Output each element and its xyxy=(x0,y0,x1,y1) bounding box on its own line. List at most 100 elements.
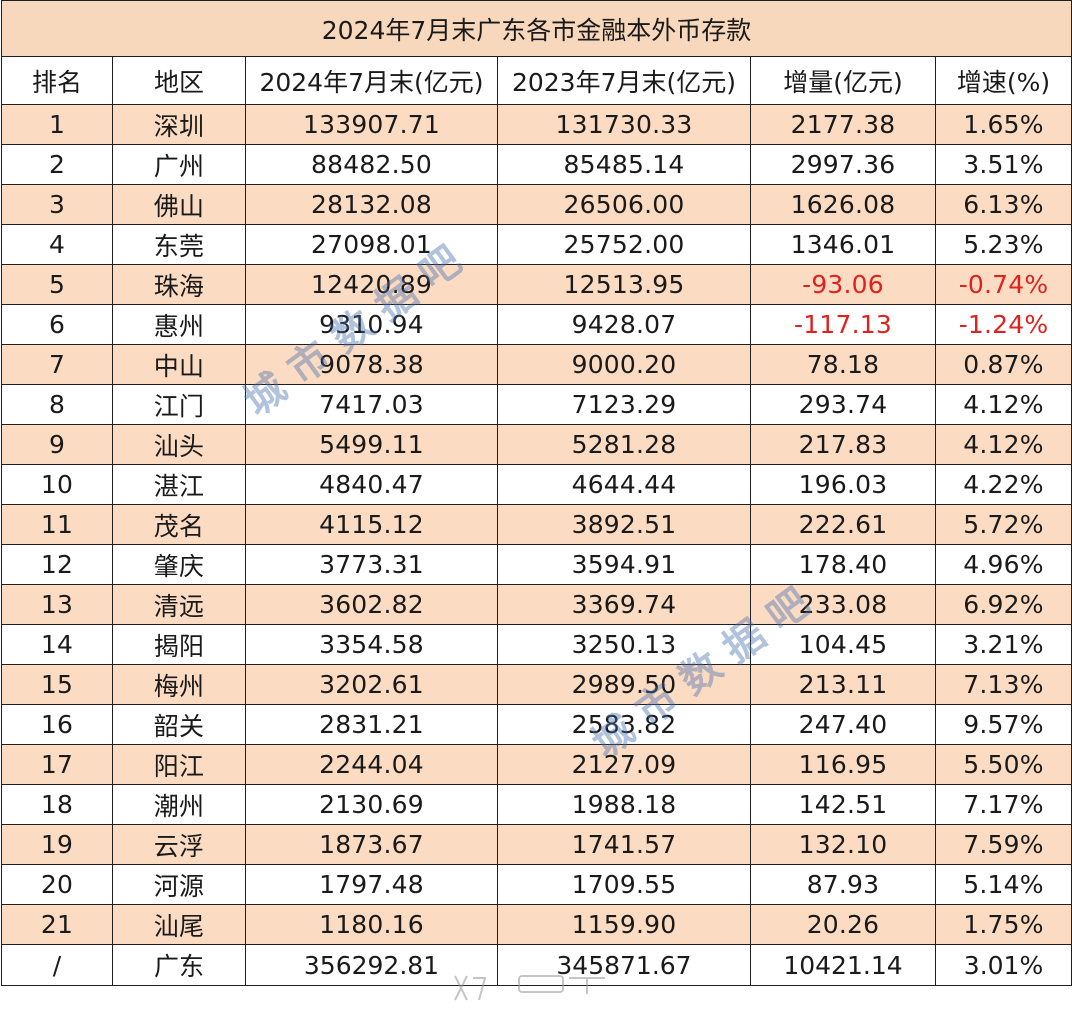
cell-increase: 78.18 xyxy=(750,344,936,385)
cell-growth: 5.72% xyxy=(934,504,1072,545)
table-row: 3 佛山 28132.08 26506.00 1626.08 6.13% xyxy=(1,184,1072,225)
cell-region: 东莞 xyxy=(112,224,246,265)
cell-2024: 2831.21 xyxy=(245,704,498,745)
table-row: 4 东莞 27098.01 25752.00 1346.01 5.23% xyxy=(1,224,1072,265)
table-row: 6 惠州 9310.94 9428.07 -117.13 -1.24% xyxy=(1,304,1072,345)
cell-2024: 4840.47 xyxy=(245,464,498,505)
cell-growth: 5.23% xyxy=(934,224,1072,265)
table-row: 17 阳江 2244.04 2127.09 116.95 5.50% xyxy=(1,744,1072,785)
table-row: 13 清远 3602.82 3369.74 233.08 6.92% xyxy=(1,584,1072,625)
cell-rank: 18 xyxy=(1,784,113,825)
total-cell-increase: 10421.14 xyxy=(750,944,936,986)
cell-2023: 25752.00 xyxy=(497,224,751,265)
cell-rank: 8 xyxy=(1,384,113,425)
cell-2023: 26506.00 xyxy=(497,184,751,225)
cell-2023: 3594.91 xyxy=(497,544,751,585)
table-row: 1 深圳 133907.71 131730.33 2177.38 1.65% xyxy=(1,104,1072,145)
cell-growth: 4.96% xyxy=(934,544,1072,585)
cell-growth: 9.57% xyxy=(934,704,1072,745)
cell-2024: 3602.82 xyxy=(245,584,498,625)
cell-rank: 19 xyxy=(1,824,113,865)
cell-2023: 3892.51 xyxy=(497,504,751,545)
cell-2024: 27098.01 xyxy=(245,224,498,265)
table-row: 5 珠海 12420.89 12513.95 -93.06 -0.74% xyxy=(1,264,1072,305)
cell-increase: 293.74 xyxy=(750,384,936,425)
header-increase: 增量(亿元) xyxy=(750,56,936,105)
cell-rank: 13 xyxy=(1,584,113,625)
cell-region: 云浮 xyxy=(112,824,246,865)
table-row: 14 揭阳 3354.58 3250.13 104.45 3.21% xyxy=(1,624,1072,665)
table-row: 9 汕头 5499.11 5281.28 217.83 4.12% xyxy=(1,424,1072,465)
cell-increase: 217.83 xyxy=(750,424,936,465)
total-cell-2024: 356292.81 xyxy=(245,944,498,986)
cell-region: 清远 xyxy=(112,584,246,625)
cell-increase: 233.08 xyxy=(750,584,936,625)
cell-rank: 6 xyxy=(1,304,113,345)
cell-2024: 3202.61 xyxy=(245,664,498,705)
total-cell-region: 广东 xyxy=(112,944,246,986)
cell-2023: 9000.20 xyxy=(497,344,751,385)
cell-2024: 28132.08 xyxy=(245,184,498,225)
cell-2023: 3250.13 xyxy=(497,624,751,665)
cell-region: 惠州 xyxy=(112,304,246,345)
table-body: 1 深圳 133907.71 131730.33 2177.38 1.65% 2 广州 8848… xyxy=(1,104,1072,986)
cell-increase: 142.51 xyxy=(750,784,936,825)
cell-growth: 3.21% xyxy=(934,624,1072,665)
cell-rank: 1 xyxy=(1,104,113,145)
cell-2024: 9078.38 xyxy=(245,344,498,385)
cell-region: 深圳 xyxy=(112,104,246,145)
cell-2024: 9310.94 xyxy=(245,304,498,345)
total-cell-rank: / xyxy=(1,944,113,986)
total-row: / 广东 356292.81 345871.67 10421.14 3.01% xyxy=(1,944,1072,986)
table-row: 19 云浮 1873.67 1741.57 132.10 7.59% xyxy=(1,824,1072,865)
total-cell-2023: 345871.67 xyxy=(497,944,751,986)
header-2024: 2024年7月末(亿元) xyxy=(245,56,498,105)
cell-rank: 11 xyxy=(1,504,113,545)
cell-2023: 1159.90 xyxy=(497,904,751,945)
cell-region: 潮州 xyxy=(112,784,246,825)
cell-2023: 1709.55 xyxy=(497,864,751,905)
title-row: 2024年7月末广东各市金融本外币存款 xyxy=(0,0,1072,57)
cell-rank: 7 xyxy=(1,344,113,385)
cell-increase: 178.40 xyxy=(750,544,936,585)
cell-2024: 5499.11 xyxy=(245,424,498,465)
cell-increase: 247.40 xyxy=(750,704,936,745)
cell-2024: 88482.50 xyxy=(245,144,498,185)
cell-increase: 196.03 xyxy=(750,464,936,505)
cell-2024: 133907.71 xyxy=(245,104,498,145)
cell-increase: -93.06 xyxy=(750,264,936,305)
cell-2023: 3369.74 xyxy=(497,584,751,625)
cell-region: 中山 xyxy=(112,344,246,385)
cell-region: 湛江 xyxy=(112,464,246,505)
cell-increase: 104.45 xyxy=(750,624,936,665)
cell-growth: 7.17% xyxy=(934,784,1072,825)
cell-2024: 3354.58 xyxy=(245,624,498,665)
header-2023: 2023年7月末(亿元) xyxy=(497,56,751,105)
cell-2023: 131730.33 xyxy=(497,104,751,145)
cell-increase: 1626.08 xyxy=(750,184,936,225)
cell-increase: 2997.36 xyxy=(750,144,936,185)
cell-rank: 2 xyxy=(1,144,113,185)
cell-region: 珠海 xyxy=(112,264,246,305)
cell-region: 佛山 xyxy=(112,184,246,225)
table-row: 7 中山 9078.38 9000.20 78.18 0.87% xyxy=(1,344,1072,385)
cell-2023: 5281.28 xyxy=(497,424,751,465)
cell-2024: 4115.12 xyxy=(245,504,498,545)
cell-growth: 4.12% xyxy=(934,384,1072,425)
cell-2024: 12420.89 xyxy=(245,264,498,305)
total-cell-growth: 3.01% xyxy=(934,944,1072,986)
cell-2023: 1988.18 xyxy=(497,784,751,825)
cell-region: 阳江 xyxy=(112,744,246,785)
cell-increase: 1346.01 xyxy=(750,224,936,265)
cell-growth: 1.65% xyxy=(934,104,1072,145)
cell-growth: 4.12% xyxy=(934,424,1072,465)
table-title: 2024年7月末广东各市金融本外币存款 xyxy=(0,0,1072,57)
table-row: 20 河源 1797.48 1709.55 87.93 5.14% xyxy=(1,864,1072,905)
cell-2023: 1741.57 xyxy=(497,824,751,865)
cell-2023: 2127.09 xyxy=(497,744,751,785)
cell-rank: 3 xyxy=(1,184,113,225)
cell-rank: 16 xyxy=(1,704,113,745)
cell-rank: 4 xyxy=(1,224,113,265)
cell-rank: 21 xyxy=(1,904,113,945)
cell-increase: 20.26 xyxy=(750,904,936,945)
